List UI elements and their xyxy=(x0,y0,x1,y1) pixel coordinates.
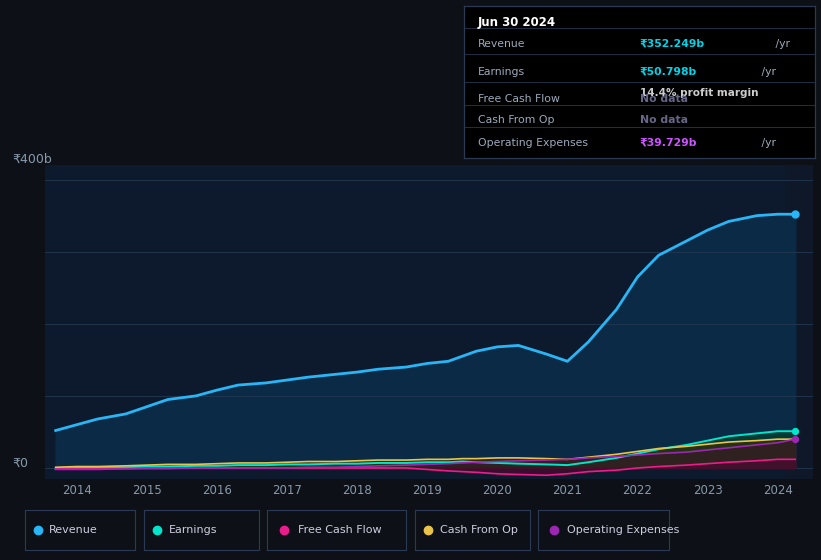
Text: Jun 30 2024: Jun 30 2024 xyxy=(478,16,556,29)
Text: ₹352.249b: ₹352.249b xyxy=(640,39,704,49)
Text: Revenue: Revenue xyxy=(478,39,525,49)
Text: /yr: /yr xyxy=(758,67,776,77)
Text: Cash From Op: Cash From Op xyxy=(478,115,554,125)
Text: No data: No data xyxy=(640,115,687,125)
Point xyxy=(789,210,802,219)
Text: Free Cash Flow: Free Cash Flow xyxy=(478,94,560,104)
Text: Earnings: Earnings xyxy=(169,525,218,535)
Point xyxy=(789,435,802,444)
Text: ₹400b: ₹400b xyxy=(12,153,52,166)
Text: /yr: /yr xyxy=(773,39,791,49)
Text: Operating Expenses: Operating Expenses xyxy=(478,138,588,148)
Text: /yr: /yr xyxy=(758,138,776,148)
Bar xyxy=(785,165,813,479)
Text: Free Cash Flow: Free Cash Flow xyxy=(297,525,381,535)
Point xyxy=(789,427,802,436)
Text: Cash From Op: Cash From Op xyxy=(440,525,518,535)
Text: Operating Expenses: Operating Expenses xyxy=(566,525,679,535)
Text: No data: No data xyxy=(640,94,687,104)
Text: ₹39.729b: ₹39.729b xyxy=(640,138,697,148)
Text: ₹0: ₹0 xyxy=(12,457,28,470)
Text: Revenue: Revenue xyxy=(49,525,98,535)
Text: 14.4% profit margin: 14.4% profit margin xyxy=(640,88,758,98)
Text: Earnings: Earnings xyxy=(478,67,525,77)
Text: ₹50.798b: ₹50.798b xyxy=(640,67,697,77)
